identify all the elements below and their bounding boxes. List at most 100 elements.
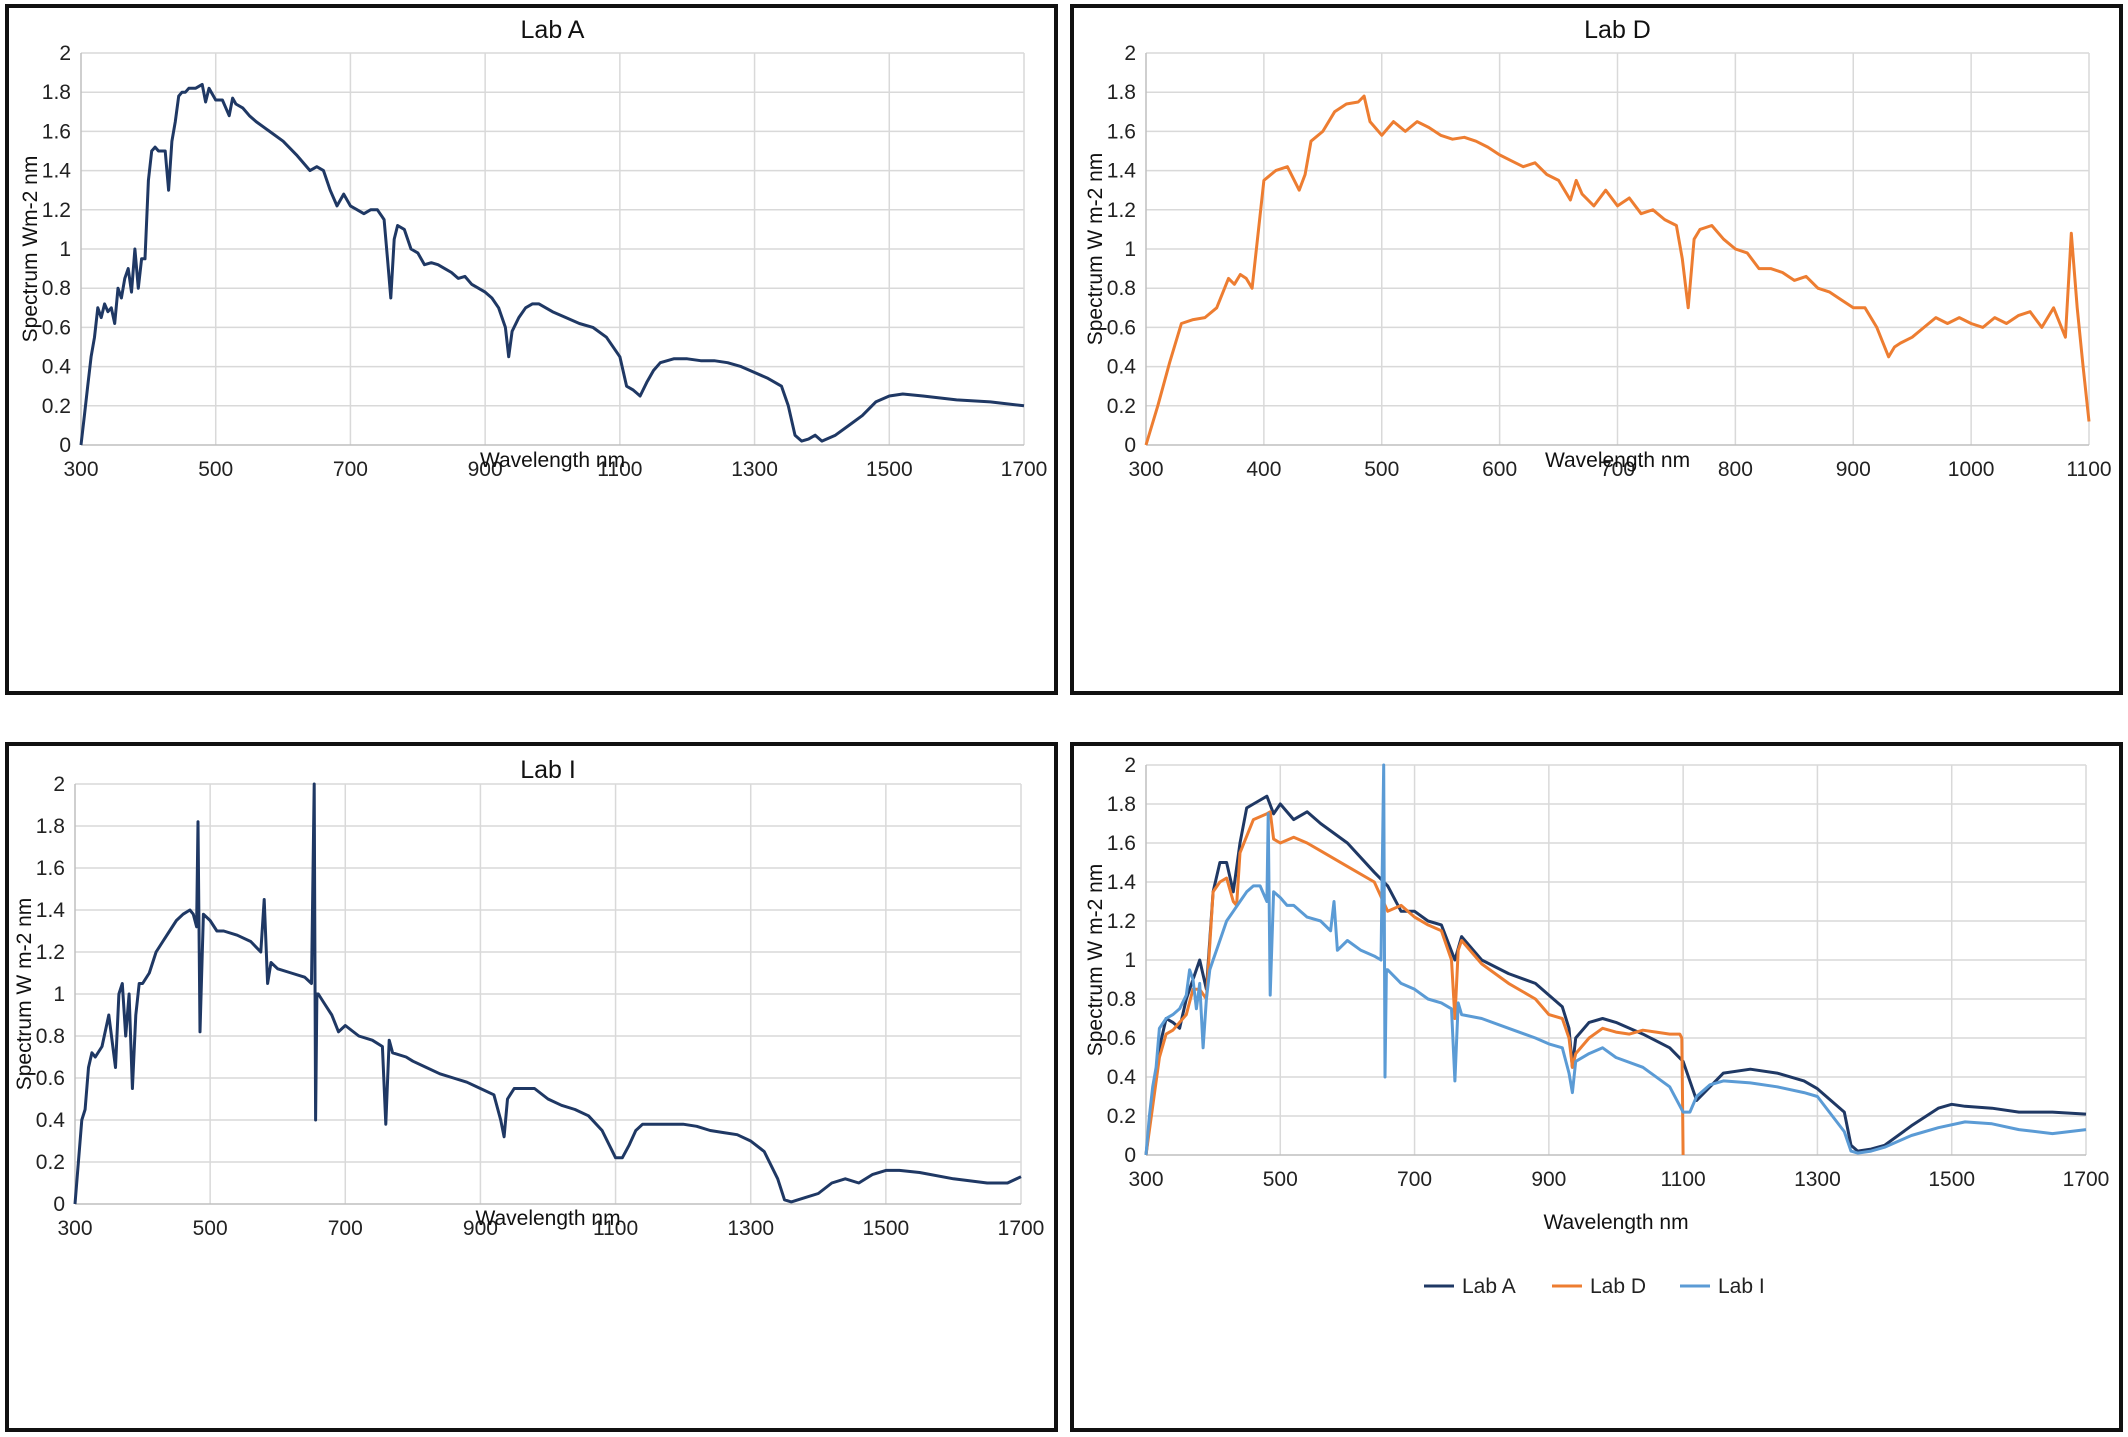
y-tick-label: 1.4 bbox=[1107, 160, 1137, 183]
y-tick-label: 0 bbox=[59, 434, 71, 457]
y-tick-label: 1.8 bbox=[42, 81, 71, 104]
chart-lab-d: 0 0.2 0.4 0.6 0.8 1 1.2 1.4 1.6 1.8 2 300 400 500 600 7… bbox=[1084, 16, 2112, 481]
y-tick-label: 0.8 bbox=[1107, 277, 1136, 300]
x-tick-label: 700 bbox=[328, 1217, 363, 1240]
x-tick-label: 300 bbox=[1128, 1168, 1163, 1191]
y-tick-label: 1.8 bbox=[1107, 793, 1136, 816]
x-tick-label: 1300 bbox=[731, 458, 778, 481]
chart-panel-lab-d: 0 0.2 0.4 0.6 0.8 1 1.2 1.4 1.6 1.8 2 300 400 500 600 7… bbox=[1070, 4, 2123, 695]
y-tick-label: 2 bbox=[1124, 754, 1136, 777]
x-tick-label: 1300 bbox=[727, 1217, 774, 1240]
y-tick-label: 1 bbox=[1124, 949, 1136, 972]
x-axis-label: Wavelength nm bbox=[1545, 449, 1690, 472]
y-tick-label: 1.2 bbox=[1107, 910, 1136, 933]
chart-title: Lab D bbox=[1584, 16, 1651, 44]
y-tick-label: 0.8 bbox=[42, 277, 71, 300]
x-tick-label: 1500 bbox=[862, 1217, 909, 1240]
gridlines bbox=[1146, 52, 2090, 445]
x-tick-label: 500 bbox=[193, 1217, 228, 1240]
y-tick-label: 1 bbox=[53, 983, 65, 1006]
x-tick-label: 1700 bbox=[2063, 1168, 2110, 1191]
gridlines bbox=[75, 783, 1022, 1204]
x-tick-label: 300 bbox=[1128, 458, 1163, 481]
y-tick-label: 1.8 bbox=[36, 815, 65, 838]
y-tick-label: 0.8 bbox=[1107, 988, 1136, 1011]
y-axis-label: Spectrum W m-2 nm bbox=[1084, 864, 1107, 1057]
legend-label: Lab D bbox=[1590, 1275, 1646, 1298]
y-tick-label: 0.4 bbox=[1107, 356, 1137, 379]
chart-lab-a: 0 0.2 0.4 0.6 0.8 1 1.2 1.4 1.6 1.8 2 300 500 700 900 1… bbox=[19, 16, 1047, 481]
y-tick-label: 0.2 bbox=[1107, 1105, 1136, 1128]
x-axis-label: Wavelength nm bbox=[475, 1207, 620, 1230]
x-tick-label: 1700 bbox=[998, 1217, 1045, 1240]
x-tick-label: 500 bbox=[198, 458, 233, 481]
x-tick-label: 700 bbox=[1600, 458, 1635, 481]
y-tick-label: 0 bbox=[1124, 434, 1136, 457]
x-tick-label: 900 bbox=[468, 458, 503, 481]
gridlines bbox=[1146, 764, 2087, 1155]
y-tick-label: 2 bbox=[1124, 42, 1136, 65]
x-tick-label: 1100 bbox=[593, 1217, 638, 1240]
x-tick-label: 1500 bbox=[1928, 1168, 1975, 1191]
legend: Lab A Lab D Lab I bbox=[1424, 1275, 1765, 1298]
y-tick-label: 0.8 bbox=[36, 1025, 65, 1048]
x-tick-label: 900 bbox=[1531, 1168, 1566, 1191]
x-tick-label: 300 bbox=[63, 458, 98, 481]
x-tick-label: 700 bbox=[1397, 1168, 1432, 1191]
gridlines bbox=[81, 52, 1025, 445]
x-tick-label: 600 bbox=[1482, 458, 1517, 481]
y-tick-label: 1.2 bbox=[1107, 199, 1136, 222]
y-tick-label: 0.2 bbox=[36, 1151, 65, 1174]
chart-title: Lab I bbox=[520, 756, 576, 784]
y-tick-label: 1.8 bbox=[1107, 81, 1136, 104]
chart-panel-comparison: 0 0.2 0.4 0.6 0.8 1 1.2 1.4 1.6 1.8 2 300 500 700 900 1… bbox=[1070, 742, 2123, 1432]
series-line bbox=[1144, 94, 2091, 446]
y-axis-label: Spectrum Wm-2 nm bbox=[19, 156, 42, 343]
x-tick-label: 800 bbox=[1718, 458, 1753, 481]
x-tick-label: 1500 bbox=[866, 458, 913, 481]
x-tick-label: 1000 bbox=[1948, 458, 1995, 481]
y-tick-label: 0 bbox=[53, 1193, 65, 1216]
y-tick-label: 1 bbox=[59, 238, 71, 261]
x-tick-label: 1300 bbox=[1794, 1168, 1841, 1191]
x-tick-label: 1100 bbox=[597, 458, 642, 481]
x-tick-label: 400 bbox=[1246, 458, 1281, 481]
x-tick-label: 300 bbox=[57, 1217, 92, 1240]
y-tick-label: 2 bbox=[59, 42, 71, 65]
x-tick-label: 900 bbox=[1836, 458, 1871, 481]
y-tick-label: 1.2 bbox=[42, 199, 71, 222]
y-tick-label: 1.6 bbox=[42, 120, 71, 143]
chart-panel-lab-i: 0 0.2 0.4 0.6 0.8 1 1.2 1.4 1.6 1.8 2 300 500 700 900 1… bbox=[5, 742, 1058, 1432]
y-tick-label: 0.6 bbox=[42, 316, 71, 339]
y-tick-label: 2 bbox=[53, 773, 65, 796]
x-tick-label: 500 bbox=[1364, 458, 1399, 481]
x-tick-label: 500 bbox=[1263, 1168, 1298, 1191]
series-line-lab-d bbox=[1144, 810, 1685, 1156]
series-line bbox=[79, 82, 1025, 446]
y-tick-label: 1.2 bbox=[36, 941, 65, 964]
y-tick-label: 0.4 bbox=[36, 1109, 66, 1132]
y-axis-label: Spectrum W m-2 nm bbox=[1084, 153, 1107, 346]
x-tick-label: 700 bbox=[333, 458, 368, 481]
y-tick-label: 0.4 bbox=[1107, 1066, 1137, 1089]
legend-label: Lab A bbox=[1462, 1275, 1516, 1298]
y-tick-label: 1.6 bbox=[36, 857, 65, 880]
x-tick-label: 900 bbox=[463, 1217, 498, 1240]
chart-comparison: 0 0.2 0.4 0.6 0.8 1 1.2 1.4 1.6 1.8 2 300 500 700 900 1… bbox=[1084, 754, 2110, 1298]
y-tick-label: 0.6 bbox=[1107, 1027, 1136, 1050]
chart-panel-lab-a: 0 0.2 0.4 0.6 0.8 1 1.2 1.4 1.6 1.8 2 300 500 700 900 1… bbox=[5, 4, 1058, 695]
y-tick-label: 0 bbox=[1124, 1144, 1136, 1167]
y-tick-label: 1.6 bbox=[1107, 832, 1136, 855]
y-tick-label: 0.6 bbox=[1107, 316, 1136, 339]
y-tick-label: 1.4 bbox=[1107, 871, 1137, 894]
x-axis-label: Wavelength nm bbox=[1543, 1211, 1688, 1234]
y-tick-label: 0.6 bbox=[36, 1067, 65, 1090]
y-tick-label: 0.4 bbox=[42, 356, 72, 379]
y-tick-label: 1.6 bbox=[1107, 120, 1136, 143]
y-tick-label: 1.4 bbox=[36, 899, 66, 922]
x-tick-label: 1100 bbox=[1661, 1168, 1706, 1191]
legend-label: Lab I bbox=[1718, 1275, 1765, 1298]
series-line bbox=[73, 782, 1022, 1205]
y-axis-label: Spectrum W m-2 nm bbox=[13, 898, 36, 1091]
x-tick-label: 1100 bbox=[2066, 458, 2111, 481]
